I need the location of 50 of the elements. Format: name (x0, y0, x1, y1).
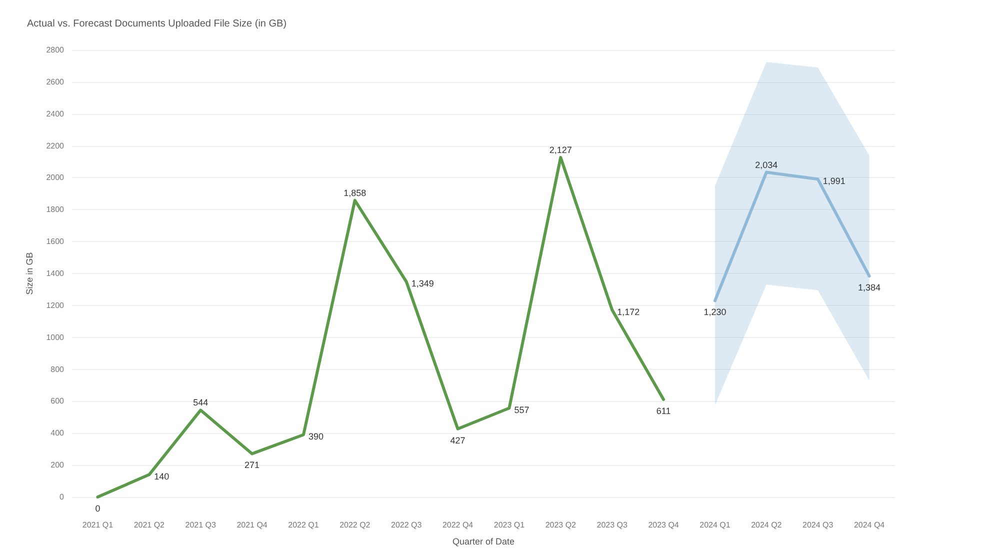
y-tick-label: 1400 (46, 269, 65, 278)
x-tick-label: 2024 Q1 (700, 520, 731, 530)
y-tick-label: 2200 (46, 141, 65, 150)
data-label: 1,384 (858, 282, 881, 293)
x-tick-label: 2021 Q3 (185, 520, 216, 530)
x-tick-label: 2023 Q3 (596, 520, 628, 530)
x-tick-label: 2022 Q2 (340, 520, 371, 530)
y-tick-label: 2000 (46, 173, 65, 182)
y-tick-label: 2600 (46, 77, 65, 86)
y-tick-label: 200 (50, 460, 65, 470)
x-tick-label: 2022 Q3 (390, 520, 422, 530)
y-tick-label: 400 (50, 428, 65, 438)
data-label: 2,127 (549, 144, 572, 155)
y-tick-label: 800 (50, 364, 65, 374)
y-axis-title: Size in GB (24, 252, 34, 295)
data-label: 427 (450, 435, 466, 446)
data-label: 611 (656, 406, 671, 416)
y-tick-label: 600 (50, 396, 65, 406)
y-tick-label: 1200 (46, 300, 65, 310)
x-tick-label: 2024 Q2 (751, 520, 782, 530)
data-label: 557 (514, 405, 530, 416)
y-tick-label: 1000 (46, 332, 65, 342)
y-tick-label: 0 (60, 492, 65, 502)
data-label: 271 (244, 460, 260, 470)
x-axis-title: Quarter of Date (452, 536, 515, 546)
data-label: 544 (193, 398, 208, 408)
data-label: 1,349 (411, 278, 434, 289)
x-tick-label: 2024 Q4 (854, 520, 886, 530)
y-tick-label: 1600 (46, 237, 65, 246)
x-tick-label: 2022 Q1 (288, 520, 320, 530)
x-tick-label: 2023 Q1 (494, 520, 526, 530)
x-tick-label: 2023 Q4 (648, 520, 680, 530)
data-label: 2,034 (755, 160, 778, 170)
data-label: 1,230 (704, 307, 726, 318)
data-label: 390 (308, 432, 324, 442)
y-tick-label: 2400 (46, 109, 65, 118)
x-tick-label: 2024 Q3 (802, 520, 834, 530)
x-tick-label: 2021 Q1 (82, 520, 114, 530)
data-label: 1,172 (617, 306, 640, 317)
chart-title: Actual vs. Forecast Documents Uploaded File Size (in GB) (27, 18, 287, 30)
data-label: 1,858 (344, 188, 366, 198)
data-label: 140 (154, 472, 170, 482)
x-tick-label: 2023 Q2 (545, 520, 577, 530)
x-tick-label: 2022 Q4 (442, 520, 474, 530)
y-tick-label: 2800 (46, 46, 65, 54)
y-tick-label: 1800 (46, 205, 65, 214)
data-label: 0 (95, 504, 100, 514)
x-tick-label: 2021 Q4 (236, 520, 268, 530)
x-tick-label: 2021 Q2 (134, 520, 166, 530)
data-label: 1,991 (822, 176, 846, 186)
